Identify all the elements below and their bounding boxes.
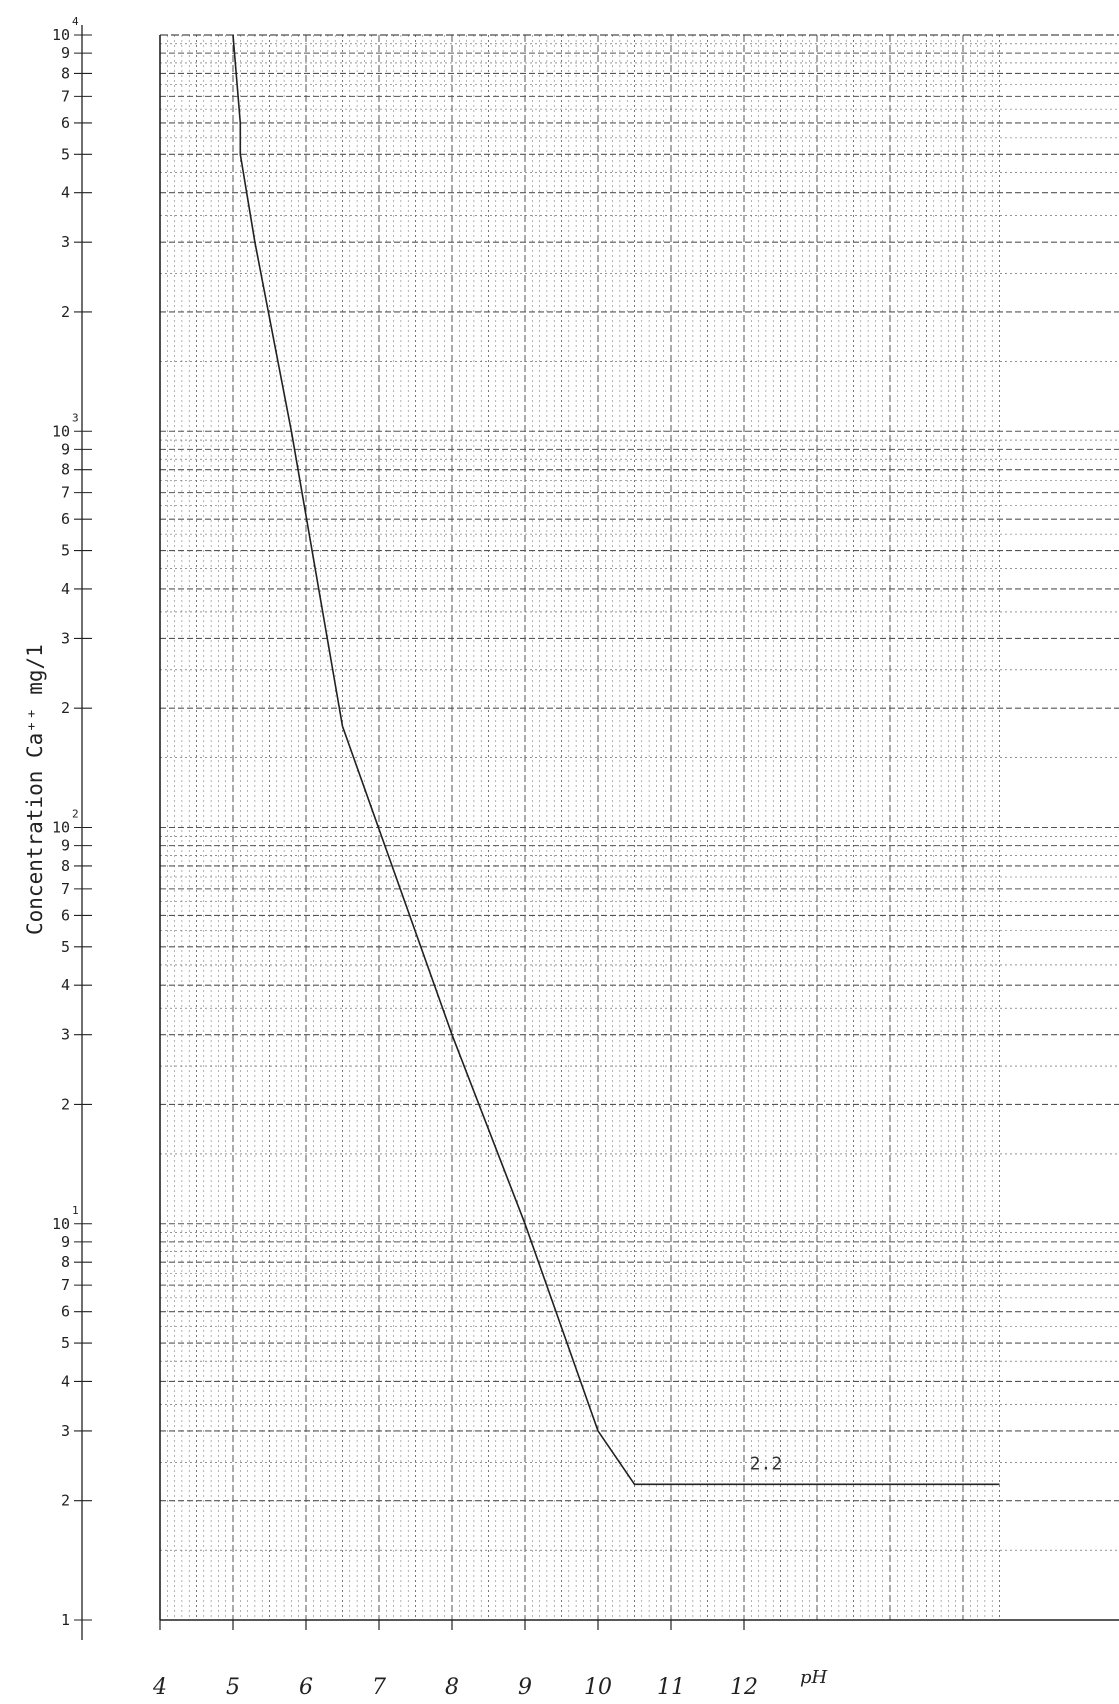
y-tick-label: 4 [61,976,70,994]
y-tick-label: 3 [61,1026,70,1044]
y-tick-label: 8 [61,857,70,875]
annotations: 2.2 [750,1453,783,1474]
y-tick-label: 2 [61,303,70,321]
y-tick-label: 7 [61,87,70,105]
x-tick-label: 5 [226,1675,240,1700]
y-tick-label: 5 [61,145,70,163]
y-tick-label: 6 [61,114,70,132]
y-tick-label: 5 [61,542,70,560]
grid-minor [160,35,1119,1620]
y-tick-label: 3 [61,629,70,647]
y-axis-title: Concentration Ca⁺⁺ mg/1 [23,644,47,935]
y-tick-label: 5 [61,938,70,956]
x-tick-label: 4 [152,1675,167,1700]
y-tick-label: 8 [61,64,70,82]
y-tick-label: 2 [61,1095,70,1113]
y-tick-label: 10 [52,819,70,837]
y-decade-exponent: 3 [72,411,79,424]
y-tick-label: 6 [61,906,70,924]
y-decade-exponent: 1 [72,1204,79,1217]
y-tick-label: 9 [61,837,70,855]
y-decade-exponent: 4 [72,15,79,28]
x-tick-label: 8 [445,1675,459,1700]
y-tick-label: 8 [61,1253,70,1271]
y-tick-label: 6 [61,1303,70,1321]
y-tick-label: 4 [61,580,70,598]
y-tick-label: 10 [52,422,70,440]
y-tick-label: 5 [61,1334,70,1352]
x-tick-label: 6 [299,1675,313,1700]
y-tick-label: 2 [61,699,70,717]
axes [81,25,1119,1640]
y-tick-label: 9 [61,440,70,458]
y-decade-exponent: 2 [72,808,79,821]
x-tick-label: 7 [372,1675,386,1700]
annotation-label: 2.2 [750,1453,783,1474]
y-tick-label: 9 [61,1233,70,1251]
series-group [232,34,1000,1486]
x-tick-label: 9 [518,1675,532,1700]
x-tick-label: 10 [584,1675,612,1700]
x-tick-label: 11 [657,1675,685,1700]
y-tick-label: 2 [61,1492,70,1510]
y-tick-label: 10 [52,1215,70,1233]
y-tick-label: 8 [61,461,70,479]
y-tick-label: 7 [61,880,70,898]
series-line [232,34,1000,1486]
y-tick-label: 10 [52,26,70,44]
y-tick-label: 3 [61,233,70,251]
x-tick-label: 12 [730,1675,758,1700]
y-tick-label: 3 [61,1422,70,1440]
y-tick-label: 9 [61,44,70,62]
y-tick-label: 4 [61,184,70,202]
y-tick-label: 4 [61,1372,70,1390]
x-axis-title: pH [800,1667,828,1688]
y-tick-label: 6 [61,510,70,528]
y-tick-label: 7 [61,1276,70,1294]
x-axis-ticks: 4 5 6 7 8 9 10 11 12 [152,1620,758,1700]
y-tick-label: 1 [61,1611,70,1629]
grid-major [159,35,1119,1621]
y-axis-ticks: 1234567891023456789102345678910234567891… [52,15,92,1629]
y-tick-label: 7 [61,484,70,502]
